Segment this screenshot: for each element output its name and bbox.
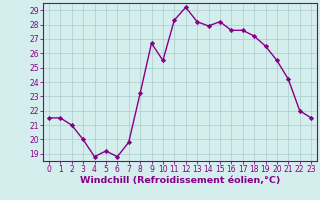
X-axis label: Windchill (Refroidissement éolien,°C): Windchill (Refroidissement éolien,°C) (80, 176, 280, 185)
